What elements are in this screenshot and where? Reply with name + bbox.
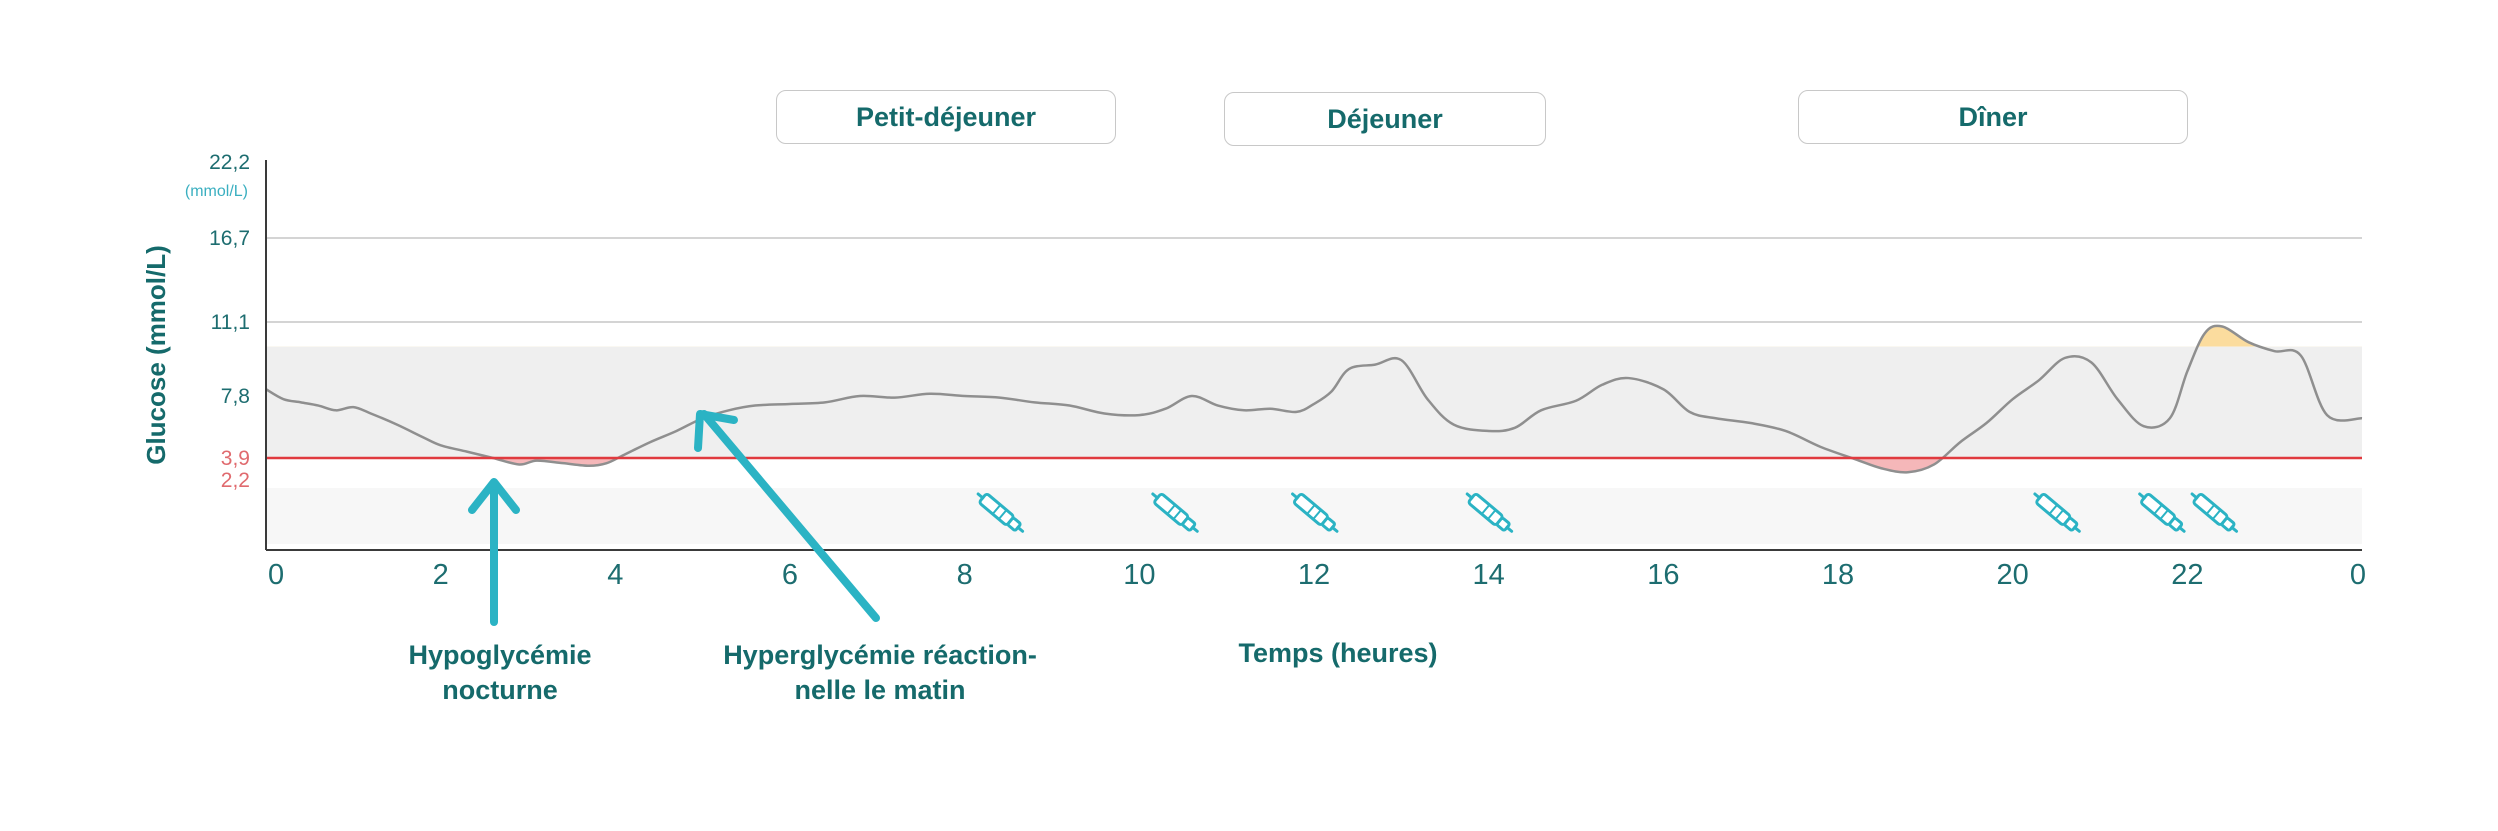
x-tick-label: 2 bbox=[433, 559, 449, 591]
x-tick-label: 0 bbox=[2350, 559, 2366, 591]
annotation-hyperglycemia: Hyperglycémie réaction- nelle le matin bbox=[700, 638, 1060, 708]
x-axis-label: Temps (heures) bbox=[1238, 638, 1437, 668]
annotation-hyper-line2: nelle le matin bbox=[794, 675, 966, 705]
y-unit-label: (mmol/L) bbox=[185, 183, 248, 200]
hyper-arrow-head bbox=[694, 410, 738, 452]
x-tick-label: 18 bbox=[1822, 559, 1854, 591]
annotation-hypo-line1: Hypoglycémie bbox=[408, 640, 592, 670]
meal-lunch: Déjeuner bbox=[1224, 92, 1546, 146]
annotation-hypoglycemia: Hypoglycémie nocturne bbox=[370, 638, 630, 708]
y-tick-label: 3,9 bbox=[221, 447, 250, 470]
y-tick-label: 16,7 bbox=[209, 227, 250, 250]
x-tick-label: 16 bbox=[1647, 559, 1679, 591]
y-tick-label: 2,2 bbox=[221, 469, 250, 492]
annotation-hyper-line1: Hyperglycémie réaction- bbox=[723, 640, 1037, 670]
y-tick-label: 11,1 bbox=[211, 311, 250, 334]
x-tick-label: 12 bbox=[1298, 559, 1330, 591]
x-tick-label: 0 bbox=[268, 559, 284, 591]
x-tick-label: 8 bbox=[957, 559, 973, 591]
y-tick-label: 7,8 bbox=[221, 385, 250, 408]
x-tick-label: 6 bbox=[782, 559, 798, 591]
x-tick-label: 20 bbox=[1997, 559, 2029, 591]
glucose-curve bbox=[265, 324, 2363, 474]
hypo-arrow-head bbox=[468, 478, 520, 514]
meal-breakfast: Petit-déjeuner bbox=[776, 90, 1116, 144]
x-tick-label: 10 bbox=[1123, 559, 1155, 591]
hyper-fill bbox=[2197, 325, 2260, 347]
hyper-arrow-shaft bbox=[700, 410, 880, 622]
y-tick-label: 22,2 bbox=[209, 151, 250, 174]
x-tick-label: 14 bbox=[1473, 559, 1505, 591]
annotation-hypo-line2: nocturne bbox=[442, 675, 558, 705]
meal-dinner: Dîner bbox=[1798, 90, 2188, 144]
y-axis-label: Glucose (mmol/L) bbox=[141, 245, 171, 465]
target-range-band bbox=[266, 346, 2362, 458]
x-tick-label: 4 bbox=[607, 559, 623, 591]
x-tick-label: 22 bbox=[2171, 559, 2203, 591]
